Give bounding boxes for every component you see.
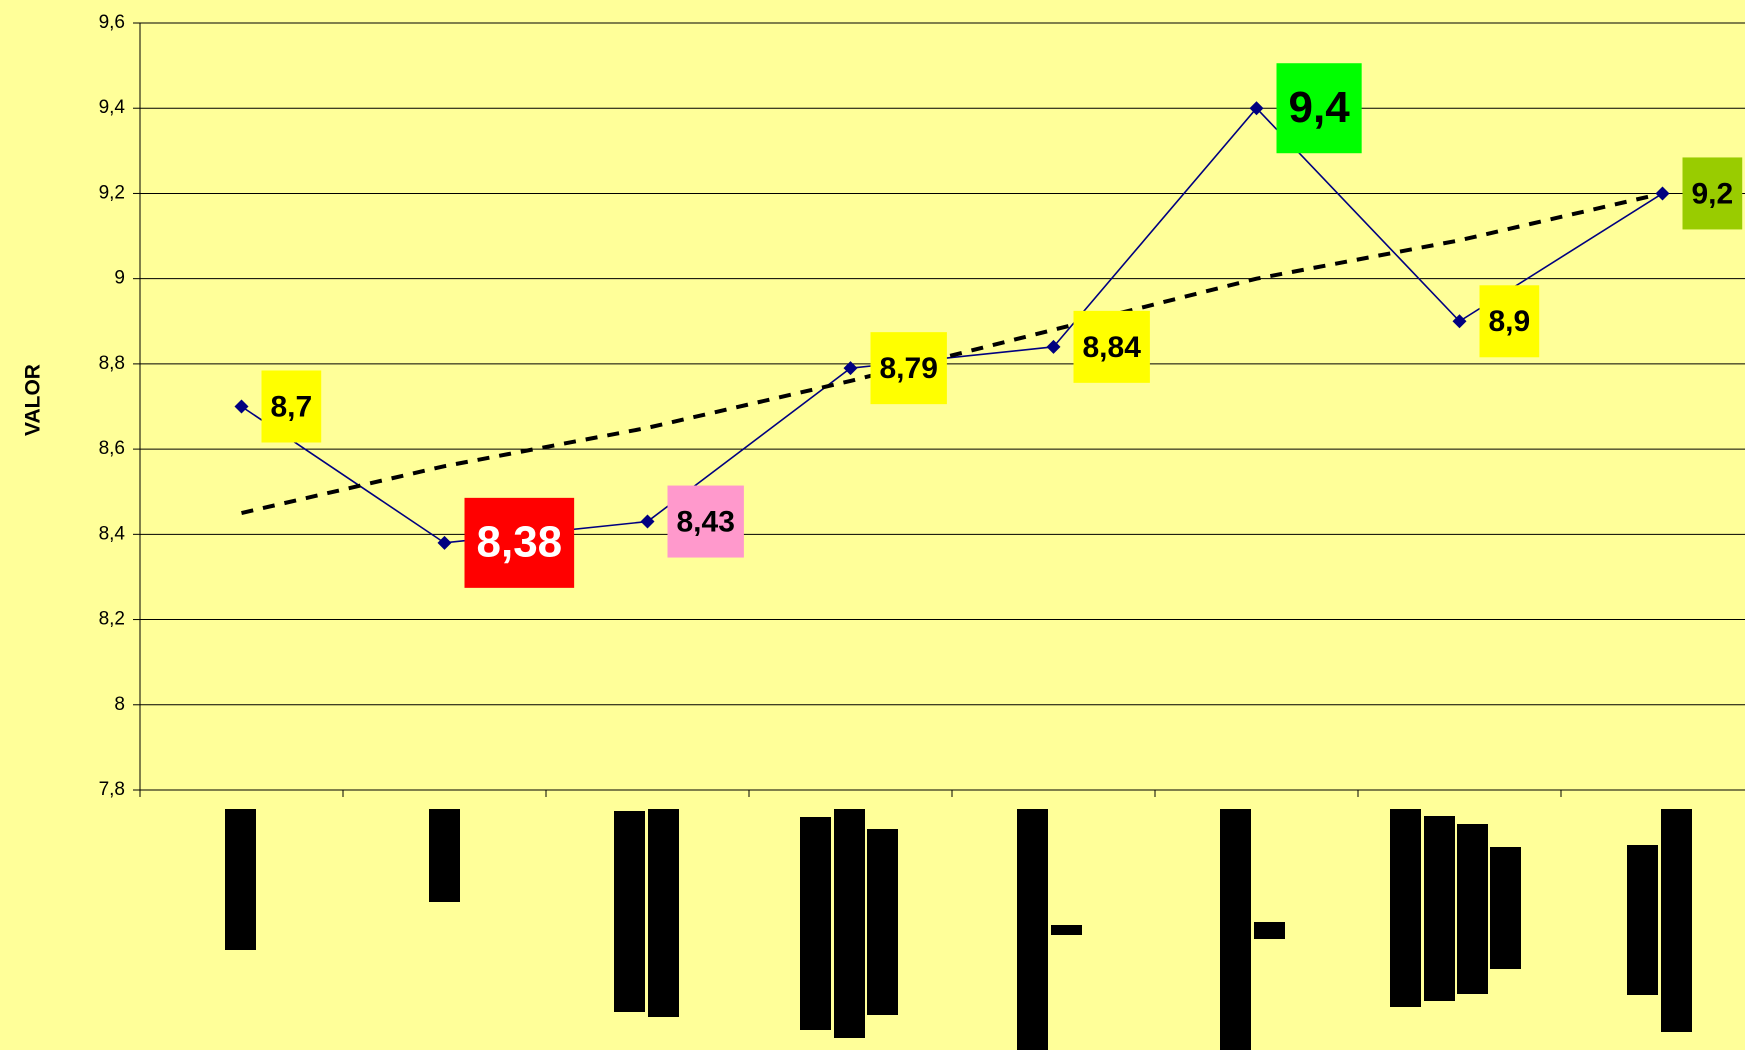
point	[1046, 339, 1061, 354]
value-label-box	[870, 332, 947, 405]
value-label: 8,9	[1489, 305, 1531, 338]
y-tick-label: 8,4	[99, 523, 126, 544]
point	[1655, 186, 1670, 201]
y-tick-label: 9,2	[99, 182, 125, 203]
value-label: 9,4	[1289, 83, 1351, 132]
y-tick-label: 8,6	[99, 438, 125, 459]
y-axis-title: VALOR	[22, 364, 45, 436]
value-label-box	[1479, 285, 1540, 358]
glyph	[614, 811, 645, 1012]
glyph	[867, 829, 898, 1015]
glyph	[1390, 809, 1421, 1007]
value-label: 8,7	[271, 390, 313, 423]
y-tick-label: 9,4	[99, 97, 126, 118]
glyph	[1457, 824, 1488, 994]
glyph	[1627, 845, 1658, 995]
glyph	[1254, 922, 1285, 939]
trend-line	[241, 191, 1663, 515]
glyph	[648, 809, 679, 1017]
point	[1249, 101, 1264, 116]
point	[234, 399, 249, 414]
glyph	[1051, 925, 1082, 935]
y-tick-label: 8	[114, 694, 125, 715]
line	[241, 107, 1663, 544]
y-tick-label: 8,8	[99, 353, 125, 374]
y-tick-label: 8,2	[99, 609, 125, 630]
value-label-box	[1073, 310, 1150, 383]
y-tick-label: 7,8	[99, 779, 125, 800]
value-label: 8,43	[677, 505, 735, 538]
x-tick-label-glyphs	[225, 809, 1692, 1050]
value-label: 8,79	[880, 352, 938, 385]
glyph	[1490, 847, 1521, 969]
glyph	[834, 809, 865, 1038]
value-label-box	[667, 485, 744, 558]
glyph	[1661, 809, 1692, 1032]
glyph	[1017, 809, 1048, 1050]
value-label-box	[261, 370, 322, 443]
y-tick-label: 9,6	[99, 12, 125, 33]
value-label-box	[1682, 157, 1743, 230]
glyph	[429, 809, 460, 902]
value-label-box	[464, 497, 575, 588]
point	[437, 535, 452, 550]
glyph	[1220, 809, 1251, 1050]
glyph	[225, 809, 256, 950]
point	[1452, 314, 1467, 329]
point	[843, 361, 858, 376]
value-label-box	[1276, 63, 1362, 154]
value-label: 9,2	[1692, 177, 1734, 210]
glyph	[800, 817, 831, 1030]
glyph	[1424, 816, 1455, 1001]
y-tick-label: 9	[114, 268, 125, 289]
value-label: 8,38	[477, 517, 563, 566]
point	[640, 514, 655, 529]
value-label: 8,84	[1083, 331, 1142, 364]
